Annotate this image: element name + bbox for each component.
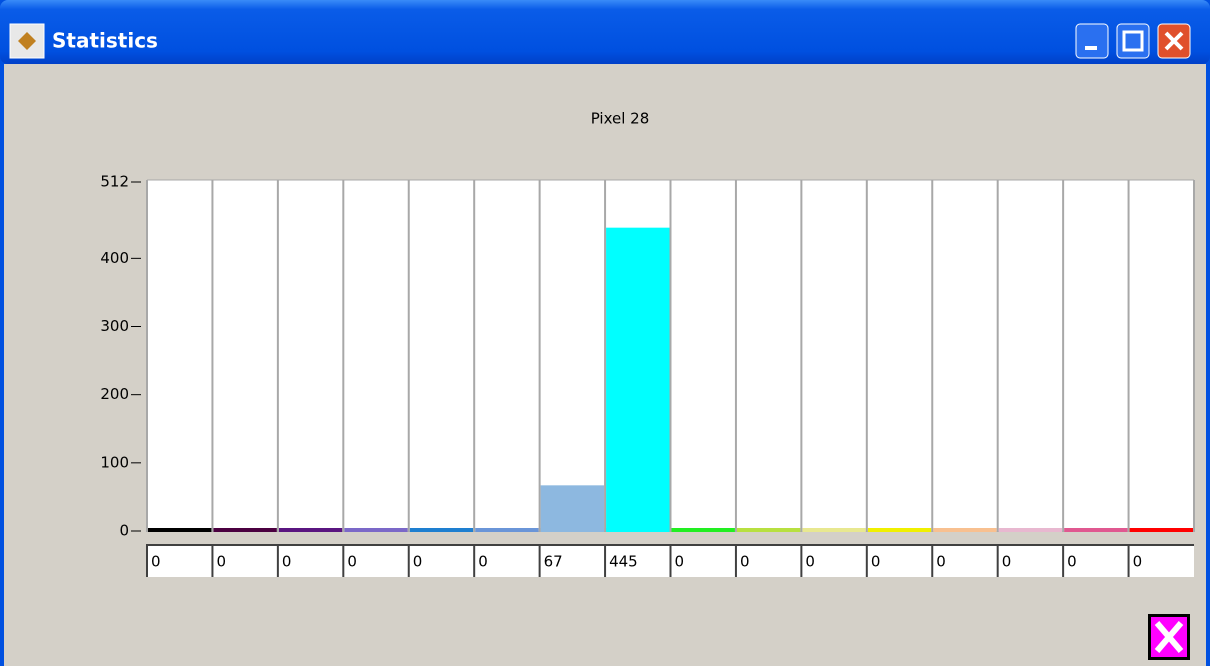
value-box-border (407, 544, 475, 577)
y-tick-label: 300 (100, 317, 129, 335)
color-strip (671, 528, 735, 532)
color-strip (475, 528, 539, 532)
value-box (866, 545, 933, 577)
color-strip (278, 528, 343, 532)
value-box-border (996, 544, 1064, 577)
minimize-button[interactable] (1075, 23, 1109, 59)
value-label: 0 (478, 553, 488, 571)
value-label: 0 (1067, 553, 1077, 571)
value-label: 0 (805, 553, 815, 571)
value-box-border (211, 544, 278, 577)
value-box-border (276, 544, 344, 577)
maximize-glyph (1122, 30, 1144, 52)
value-box (997, 545, 1064, 577)
color-strip (933, 528, 997, 532)
value-label: 0 (1002, 553, 1012, 571)
value-box (212, 545, 278, 577)
value-box-border (1062, 544, 1129, 577)
value-label: 0 (151, 553, 161, 571)
app-icon-glyph (18, 32, 36, 50)
color-strip (409, 528, 474, 532)
value-box-border (734, 544, 802, 577)
bar (540, 485, 605, 531)
color-strip (1129, 528, 1193, 532)
value-label: 0 (871, 553, 881, 571)
color-strip (344, 528, 408, 532)
y-tick-label: 100 (100, 453, 129, 471)
exit-glyph (1154, 621, 1184, 653)
value-box (539, 545, 606, 577)
value-label: 0 (282, 553, 292, 571)
color-strip (540, 528, 605, 532)
chart-title: Pixel 28 (591, 110, 650, 128)
value-box-border (931, 544, 998, 577)
color-strip (606, 528, 670, 532)
value-label: 0 (413, 553, 423, 571)
value-label: 0 (936, 553, 946, 571)
value-box-border (604, 544, 671, 577)
value-box (1128, 545, 1194, 577)
color-strip (148, 528, 212, 532)
value-box-border (538, 544, 606, 577)
y-tick-label: 200 (100, 385, 129, 403)
title-bar (0, 0, 1210, 64)
value-label: 0 (675, 553, 685, 571)
y-tick-label: 0 (119, 522, 129, 540)
bar (606, 227, 670, 531)
value-label: 0 (740, 553, 750, 571)
value-box-border (865, 544, 933, 577)
value-box (343, 545, 409, 577)
color-strip (867, 528, 932, 532)
color-strip (213, 528, 277, 532)
value-label: 67 (544, 553, 563, 571)
value-box-border (1127, 544, 1194, 577)
value-box (277, 545, 344, 577)
value-label: 445 (609, 553, 638, 571)
color-strip (998, 528, 1063, 532)
value-label: 0 (216, 553, 226, 571)
maximize-button[interactable] (1116, 23, 1150, 59)
window-title: Statistics (52, 29, 158, 53)
minimize-glyph (1085, 46, 1097, 50)
close-glyph (1164, 31, 1184, 51)
plot: 0 100 200 300 400 512 0 0 0 0 0 0 67 445 0 0 0 0 0 0 0 0 (100, 173, 1195, 577)
color-strip (736, 528, 801, 532)
color-strip (1064, 528, 1128, 532)
value-box-border (669, 544, 736, 577)
value-box (1063, 545, 1129, 577)
value-box (474, 545, 540, 577)
y-tick-label: 400 (100, 249, 129, 267)
value-box (735, 545, 802, 577)
value-box (147, 545, 213, 577)
color-strip (802, 528, 866, 532)
value-box (801, 545, 867, 577)
value-box-border (800, 544, 867, 577)
app-icon (9, 23, 45, 59)
value-box (408, 545, 475, 577)
value-box (932, 545, 998, 577)
value-label: 0 (347, 553, 357, 571)
y-tick-label: 512 (100, 173, 129, 191)
value-box-border (473, 544, 540, 577)
value-box (605, 545, 671, 577)
value-box-border (342, 544, 409, 577)
value-box (670, 545, 736, 577)
value-box-border (146, 544, 213, 577)
value-label: 0 (1133, 553, 1143, 571)
